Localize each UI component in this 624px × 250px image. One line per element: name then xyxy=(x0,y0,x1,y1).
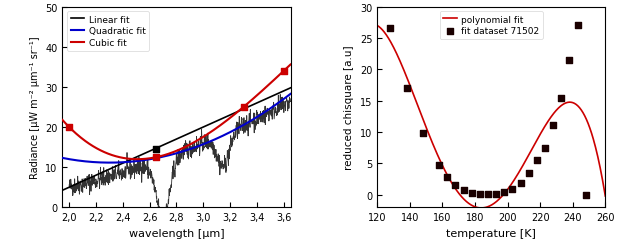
fit dataset 71502 xyxy=(507,188,517,192)
polynomial fit xyxy=(477,206,485,210)
X-axis label: temperature [K]: temperature [K] xyxy=(446,228,536,238)
polynomial fit xyxy=(539,130,546,132)
fit dataset 71502 xyxy=(581,193,591,197)
Point xyxy=(152,156,162,160)
Cubic fit xyxy=(199,136,207,139)
fit dataset 71502 xyxy=(467,192,477,196)
Y-axis label: reduced chisquare [a.u]: reduced chisquare [a.u] xyxy=(344,46,354,170)
fit dataset 71502 xyxy=(565,58,575,62)
Cubic fit xyxy=(195,139,202,142)
Cubic fit xyxy=(195,138,203,141)
Linear fit xyxy=(251,103,258,106)
Cubic fit xyxy=(134,158,141,161)
fit dataset 71502 xyxy=(434,163,444,167)
fit dataset 71502 xyxy=(475,193,485,197)
Cubic fit xyxy=(287,64,295,67)
fit dataset 71502 xyxy=(459,188,469,192)
Point xyxy=(152,148,162,152)
polynomial fit xyxy=(540,128,547,130)
Line: Quadratic fit: Quadratic fit xyxy=(62,94,291,163)
Quadratic fit xyxy=(59,157,66,160)
Linear fit xyxy=(193,128,201,132)
Quadratic fit xyxy=(199,143,207,146)
Line: polynomial fit: polynomial fit xyxy=(377,26,605,208)
Cubic fit xyxy=(59,120,67,123)
fit dataset 71502 xyxy=(515,182,525,186)
X-axis label: wavelength [μm]: wavelength [μm] xyxy=(129,228,224,238)
fit dataset 71502 xyxy=(385,27,395,31)
fit dataset 71502 xyxy=(491,192,501,196)
Y-axis label: Radiance [μW m⁻² μm⁻¹ sr⁻¹]: Radiance [μW m⁻² μm⁻¹ sr⁻¹] xyxy=(29,36,39,178)
fit dataset 71502 xyxy=(442,176,452,180)
polynomial fit xyxy=(373,25,381,28)
Cubic fit xyxy=(59,119,66,122)
fit dataset 71502 xyxy=(524,171,534,175)
Line: Cubic fit: Cubic fit xyxy=(62,65,291,160)
Legend: Linear fit, Quadratic fit, Cubic fit: Linear fit, Quadratic fit, Cubic fit xyxy=(67,12,149,51)
Quadratic fit xyxy=(266,108,274,111)
polynomial fit xyxy=(464,201,471,204)
fit dataset 71502 xyxy=(451,184,461,188)
Quadratic fit xyxy=(106,162,114,164)
Linear fit xyxy=(287,87,295,90)
Quadratic fit xyxy=(195,145,202,148)
fit dataset 71502 xyxy=(573,24,583,28)
Line: Linear fit: Linear fit xyxy=(62,88,291,190)
Point xyxy=(64,126,74,130)
Linear fit xyxy=(59,189,66,192)
polynomial fit xyxy=(517,167,525,170)
Cubic fit xyxy=(266,83,274,86)
Point xyxy=(238,106,248,110)
fit dataset 71502 xyxy=(540,146,550,150)
polynomial fit xyxy=(401,71,408,74)
Quadratic fit xyxy=(195,145,203,148)
fit dataset 71502 xyxy=(499,190,509,194)
fit dataset 71502 xyxy=(548,123,558,127)
fit dataset 71502 xyxy=(418,132,428,136)
fit dataset 71502 xyxy=(557,96,567,100)
Cubic fit xyxy=(251,96,259,99)
Point xyxy=(279,70,289,73)
Quadratic fit xyxy=(59,157,67,160)
Quadratic fit xyxy=(251,117,259,120)
Linear fit xyxy=(59,189,67,192)
Legend: polynomial fit, fit dataset 71502: polynomial fit, fit dataset 71502 xyxy=(439,12,543,40)
fit dataset 71502 xyxy=(532,158,542,162)
fit dataset 71502 xyxy=(483,193,493,197)
Linear fit xyxy=(265,96,273,100)
Linear fit xyxy=(195,128,202,131)
Quadratic fit xyxy=(287,93,295,96)
Linear fit xyxy=(198,126,206,130)
polynomial fit xyxy=(602,195,609,198)
polynomial fit xyxy=(448,181,456,184)
fit dataset 71502 xyxy=(401,87,411,91)
